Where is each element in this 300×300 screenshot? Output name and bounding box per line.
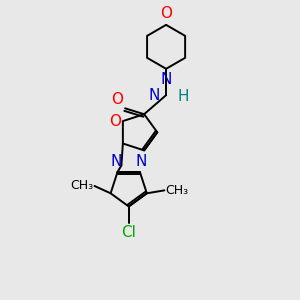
Text: N: N bbox=[149, 88, 160, 103]
Text: H: H bbox=[178, 89, 189, 104]
Text: N: N bbox=[136, 154, 147, 169]
Text: CH₃: CH₃ bbox=[70, 179, 93, 193]
Text: N: N bbox=[160, 72, 172, 87]
Text: O: O bbox=[111, 92, 123, 107]
Text: CH₃: CH₃ bbox=[165, 184, 188, 197]
Text: O: O bbox=[160, 6, 172, 21]
Text: O: O bbox=[110, 114, 122, 129]
Text: Cl: Cl bbox=[121, 225, 136, 240]
Text: N: N bbox=[110, 154, 122, 169]
